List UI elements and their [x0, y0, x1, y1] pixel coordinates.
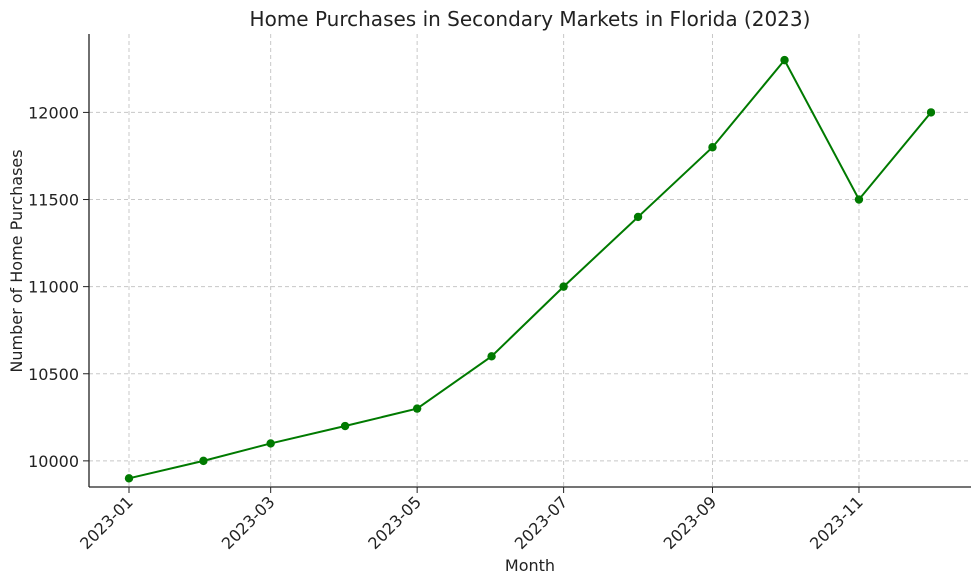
data-point [708, 143, 717, 152]
y-axis-label: Number of Home Purchases [7, 149, 26, 372]
x-tick-label: 2023-05 [364, 492, 425, 553]
data-point [487, 352, 496, 361]
y-axis-ticks: 10000 10500 11000 11500 12000 [28, 103, 89, 471]
x-tick-label: 2023-11 [806, 492, 867, 553]
series-layer [124, 55, 936, 483]
y-tick-label: 11000 [28, 278, 79, 297]
axes [88, 34, 971, 488]
series-line [128, 58, 932, 480]
data-point [199, 456, 208, 466]
x-axis-label: Month [505, 556, 555, 575]
x-tick-label: 2023-03 [218, 492, 279, 553]
y-tick-label: 12000 [28, 103, 79, 122]
x-axis-ticks: 2023-01 2023-03 2023-05 2023-07 2023-09 2023-… [76, 487, 867, 553]
data-point [633, 212, 643, 222]
data-point [926, 108, 936, 117]
grid-lines [89, 34, 971, 487]
data-point [780, 55, 789, 65]
x-tick-label: 2023-01 [76, 492, 137, 553]
x-tick-label: 2023-09 [660, 492, 721, 553]
data-point [266, 439, 275, 448]
data-point [412, 404, 422, 413]
data-point [340, 421, 350, 431]
data-point [124, 474, 134, 483]
data-point [559, 282, 568, 291]
data-point [854, 195, 864, 204]
y-tick-label: 10500 [28, 365, 79, 384]
x-tick-label: 2023-07 [511, 492, 572, 553]
chart-title: Home Purchases in Secondary Markets in F… [250, 7, 811, 31]
y-tick-label: 11500 [28, 191, 79, 210]
y-tick-label: 10000 [28, 452, 79, 471]
